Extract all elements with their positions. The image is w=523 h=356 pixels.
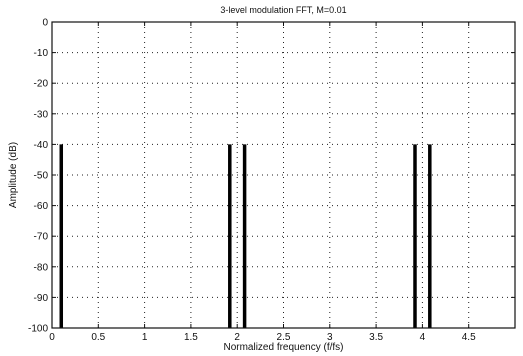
- x-tick-label: 4: [420, 332, 426, 343]
- y-tick-label: -20: [34, 79, 49, 90]
- x-tick-label: 1.5: [184, 332, 198, 343]
- x-tick-label: 1: [142, 332, 148, 343]
- x-tick-label: 4.5: [462, 332, 476, 343]
- x-tick-label: 3: [327, 332, 333, 343]
- y-tick-label: -80: [34, 262, 49, 273]
- x-tick-label: 3.5: [369, 332, 383, 343]
- x-tick-label: 0: [49, 332, 55, 343]
- y-tick-label: -30: [34, 109, 49, 120]
- y-tick-label: -50: [34, 171, 49, 182]
- y-tick-label: -90: [34, 293, 49, 304]
- y-tick-label: 0: [42, 18, 48, 29]
- x-tick-label: 2.5: [277, 332, 291, 343]
- y-tick-label: -10: [34, 48, 49, 59]
- x-tick-label: 0.5: [91, 332, 105, 343]
- grid-lines: [52, 22, 515, 328]
- x-tick-label: 2: [234, 332, 240, 343]
- y-tick-label: -40: [34, 140, 49, 151]
- y-axis-label: Amplitude (dB): [8, 142, 19, 208]
- x-axis-label: Normalized frequency (f/fs): [223, 342, 343, 353]
- y-tick-label: -70: [34, 232, 49, 243]
- spectrum-bars: [59, 144, 432, 328]
- y-tick-label: -100: [28, 324, 48, 335]
- y-tick-label: -60: [34, 201, 49, 212]
- chart-title: 3-level modulation FFT, M=0.01: [220, 5, 346, 15]
- axis-ticks: 0 0.5 1 1.5 2 2.5 3 3.5 4 4.5 0 -10 -20 -30 -40 -50 -60 -…: [28, 18, 515, 343]
